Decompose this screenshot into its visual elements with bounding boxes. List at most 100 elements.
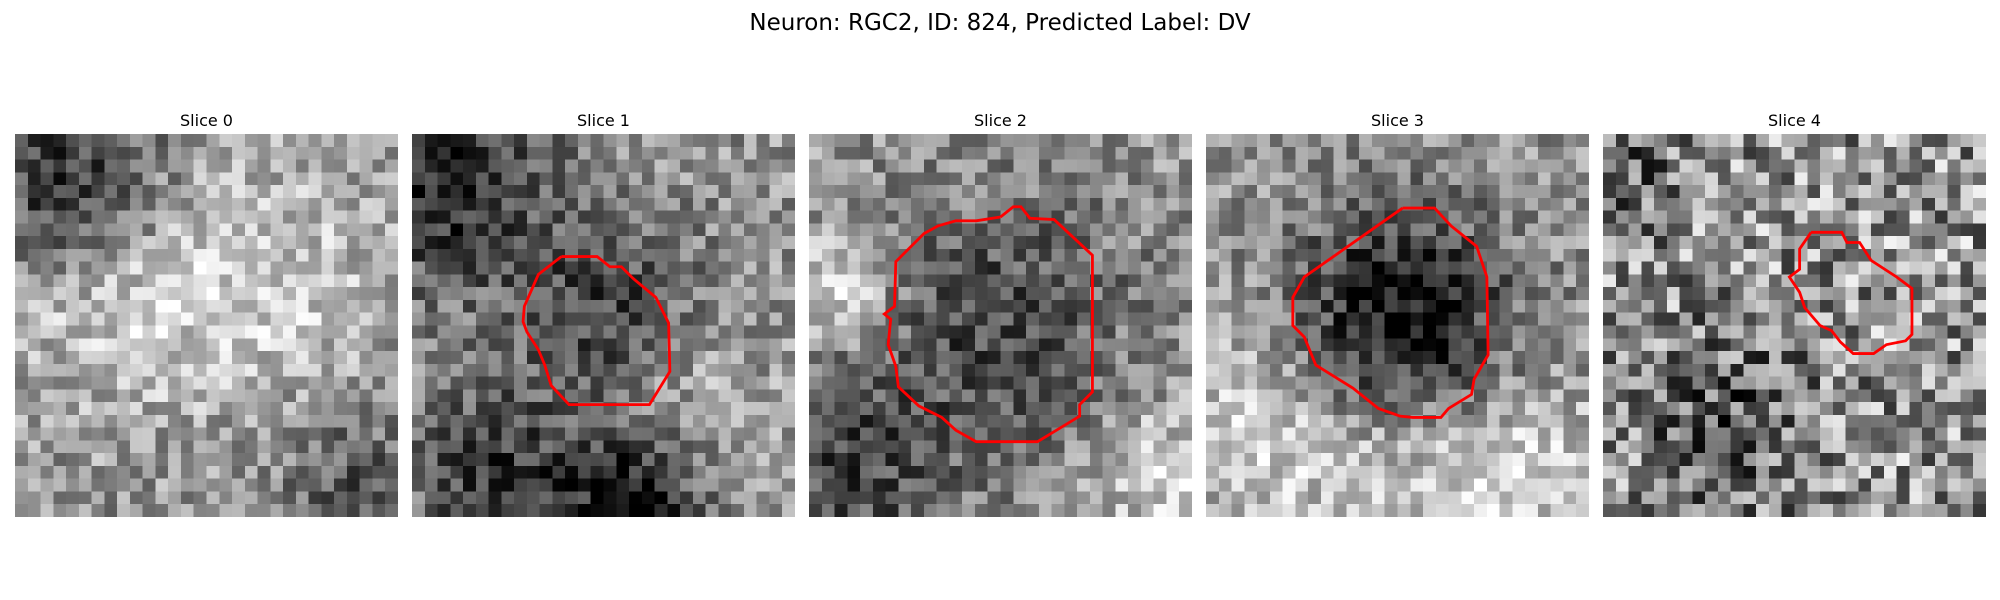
- pixel: [1038, 159, 1052, 173]
- pixel: [206, 172, 220, 186]
- pixel: [180, 274, 194, 288]
- pixel: [565, 299, 579, 313]
- pixel: [168, 185, 182, 199]
- pixel: [1794, 478, 1808, 492]
- pixel: [1537, 197, 1551, 211]
- pixel: [1845, 299, 1859, 313]
- pixel: [1320, 478, 1334, 492]
- pixel: [193, 172, 207, 186]
- pixel: [117, 491, 131, 505]
- pixel: [1166, 287, 1180, 301]
- pixel: [680, 274, 694, 288]
- pixel: [680, 223, 694, 237]
- pixel: [1257, 363, 1271, 377]
- pixel: [1140, 287, 1154, 301]
- pixel: [962, 440, 976, 454]
- pixel: [654, 363, 668, 377]
- pixel: [193, 402, 207, 416]
- pixel: [232, 146, 246, 160]
- pixel: [1499, 197, 1513, 211]
- pixel: [1705, 376, 1719, 390]
- pixel: [346, 159, 360, 173]
- pixel: [1576, 185, 1589, 199]
- pixel: [1858, 261, 1872, 275]
- pixel: [552, 414, 566, 428]
- pixel: [1883, 351, 1897, 365]
- pixel: [1435, 248, 1449, 262]
- pixel: [142, 363, 156, 377]
- pixel: [1679, 504, 1693, 517]
- pixel: [923, 134, 937, 148]
- pixel: [514, 402, 528, 416]
- pixel: [1550, 478, 1564, 492]
- pixel: [1026, 159, 1040, 173]
- pixel: [412, 236, 426, 250]
- pixel: [1717, 172, 1731, 186]
- pixel: [168, 287, 182, 301]
- pixel: [1179, 338, 1192, 352]
- pixel: [1603, 299, 1617, 313]
- pixel: [206, 287, 220, 301]
- pixel: [923, 210, 937, 224]
- pixel: [244, 159, 258, 173]
- pixel: [232, 338, 246, 352]
- pixel: [1871, 159, 1885, 173]
- pixel: [1794, 414, 1808, 428]
- pixel: [1244, 389, 1258, 403]
- pixel: [1486, 287, 1500, 301]
- pixel: [1768, 197, 1782, 211]
- pixel: [1973, 478, 1986, 492]
- pixel: [1115, 312, 1129, 326]
- pixel: [1179, 261, 1192, 275]
- pixel: [936, 274, 950, 288]
- pixel: [1615, 185, 1629, 199]
- pixel: [1384, 453, 1398, 467]
- pixel: [1960, 287, 1974, 301]
- pixel: [1603, 491, 1617, 505]
- pixel: [1641, 325, 1655, 339]
- pixel: [603, 299, 617, 313]
- pixel: [1128, 248, 1142, 262]
- pixel: [834, 478, 848, 492]
- pixel: [321, 299, 335, 313]
- pixel: [1371, 376, 1385, 390]
- slice-image-4: [1603, 134, 1986, 517]
- pixel: [1218, 427, 1232, 441]
- pixel: [129, 197, 143, 211]
- pixel: [1333, 172, 1347, 186]
- pixel: [1102, 363, 1116, 377]
- pixel: [193, 338, 207, 352]
- pixel: [1858, 478, 1872, 492]
- pixel: [232, 453, 246, 467]
- pixel: [334, 491, 348, 505]
- pixel: [1359, 159, 1373, 173]
- pixel: [860, 210, 874, 224]
- pixel: [898, 261, 912, 275]
- pixel: [1641, 236, 1655, 250]
- pixel: [1423, 248, 1437, 262]
- pixel: [1550, 453, 1564, 467]
- pixel: [385, 389, 398, 403]
- pixel: [962, 299, 976, 313]
- pixel: [463, 287, 477, 301]
- pixel: [15, 478, 29, 492]
- pixel: [437, 261, 451, 275]
- pixel: [1257, 440, 1271, 454]
- pixel: [718, 261, 732, 275]
- pixel: [424, 338, 438, 352]
- pixel: [1896, 491, 1910, 505]
- pixel: [1474, 197, 1488, 211]
- pixel: [1550, 402, 1564, 416]
- pixel: [501, 223, 515, 237]
- pixel: [346, 172, 360, 186]
- pixel: [359, 172, 373, 186]
- pixel: [1153, 312, 1167, 326]
- pixel: [1153, 236, 1167, 250]
- pixel: [1000, 491, 1014, 505]
- pixel: [514, 159, 528, 173]
- pixel: [232, 504, 246, 517]
- pixel: [346, 197, 360, 211]
- pixel: [1730, 453, 1744, 467]
- pixel: [1743, 287, 1757, 301]
- pixel: [1474, 159, 1488, 173]
